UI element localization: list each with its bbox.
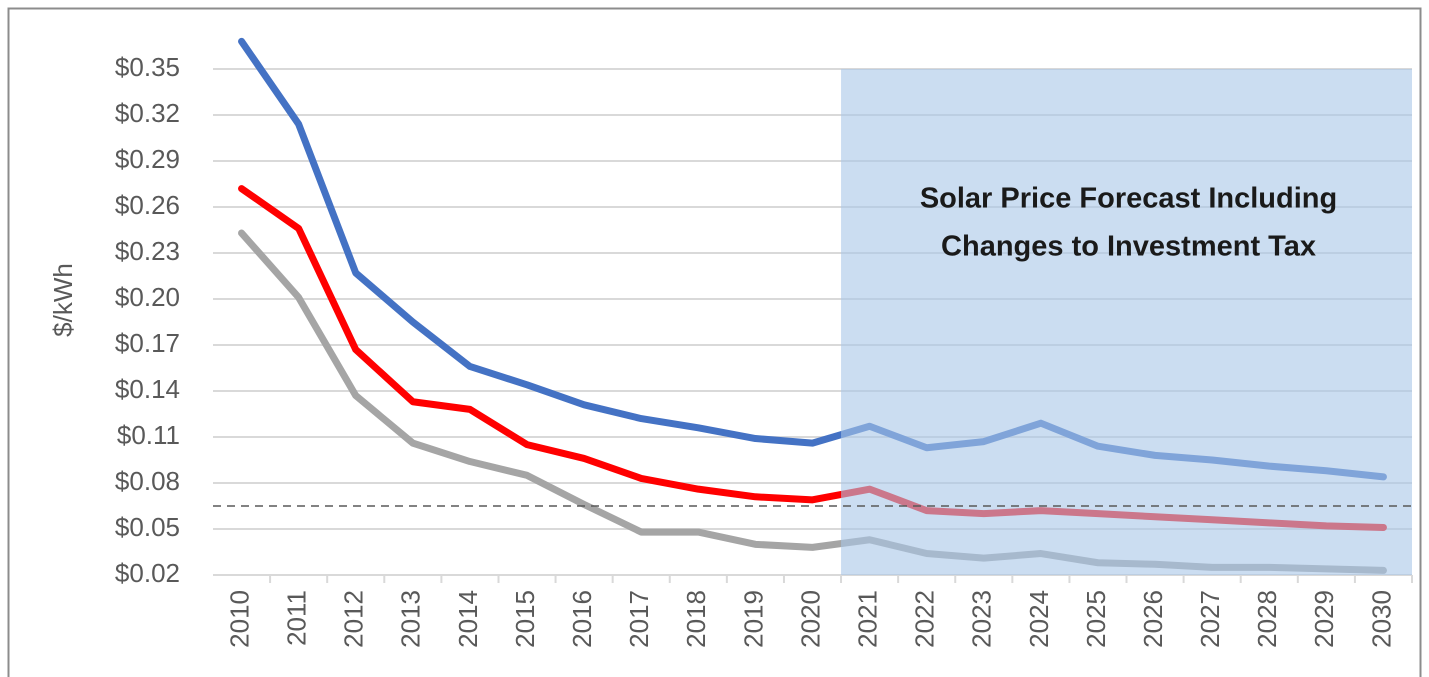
y-tick-label: $0.14 [115,374,180,404]
x-tick-label: 2011 [282,590,312,646]
x-tick-label: 2029 [1309,590,1339,648]
x-tick-label: 2028 [1252,590,1282,648]
x-tick-label: 2017 [624,590,654,648]
y-tick-label: $0.08 [115,466,180,496]
x-tick-label: 2019 [738,590,768,648]
forecast-shade [841,68,1412,576]
x-tick-label: 2014 [453,590,483,648]
x-tick-label: 2022 [910,590,940,648]
y-tick-label: $0.35 [115,52,180,82]
x-tick-label: 2021 [852,590,882,648]
x-tick-label: 2020 [795,590,825,648]
y-tick-label: $0.11 [117,420,180,450]
y-tick-label: $0.17 [115,328,180,358]
x-tick-label: 2023 [967,590,997,648]
x-tick-label: 2024 [1024,590,1054,648]
y-tick-label: $0.23 [115,236,180,266]
x-tick-label: 2013 [396,590,426,648]
x-tick-label: 2016 [567,590,597,648]
x-tick-label: 2012 [339,590,369,648]
x-tick-label: 2025 [1081,590,1111,648]
y-tick-label: $0.26 [115,190,180,220]
x-tick-label: 2015 [510,590,540,648]
x-tick-label: 2010 [224,590,254,648]
x-tick-label: 2018 [681,590,711,648]
y-tick-label: $0.32 [115,98,180,128]
annotation: Solar Price Forecast Including [920,183,1337,215]
chart-border [7,7,1422,677]
y-tick-label: $0.05 [115,512,180,542]
annotation: Changes to Investment Tax [941,231,1316,263]
x-tick-label: 2026 [1138,590,1168,648]
x-tick-label: 2030 [1366,590,1396,648]
y-tick-label: $0.02 [115,558,180,588]
x-tick-label: 2027 [1195,590,1225,648]
y-tick-label: $0.29 [115,144,180,174]
y-axis-label: $/kWh [48,263,78,337]
y-tick-label: $0.20 [115,282,180,312]
